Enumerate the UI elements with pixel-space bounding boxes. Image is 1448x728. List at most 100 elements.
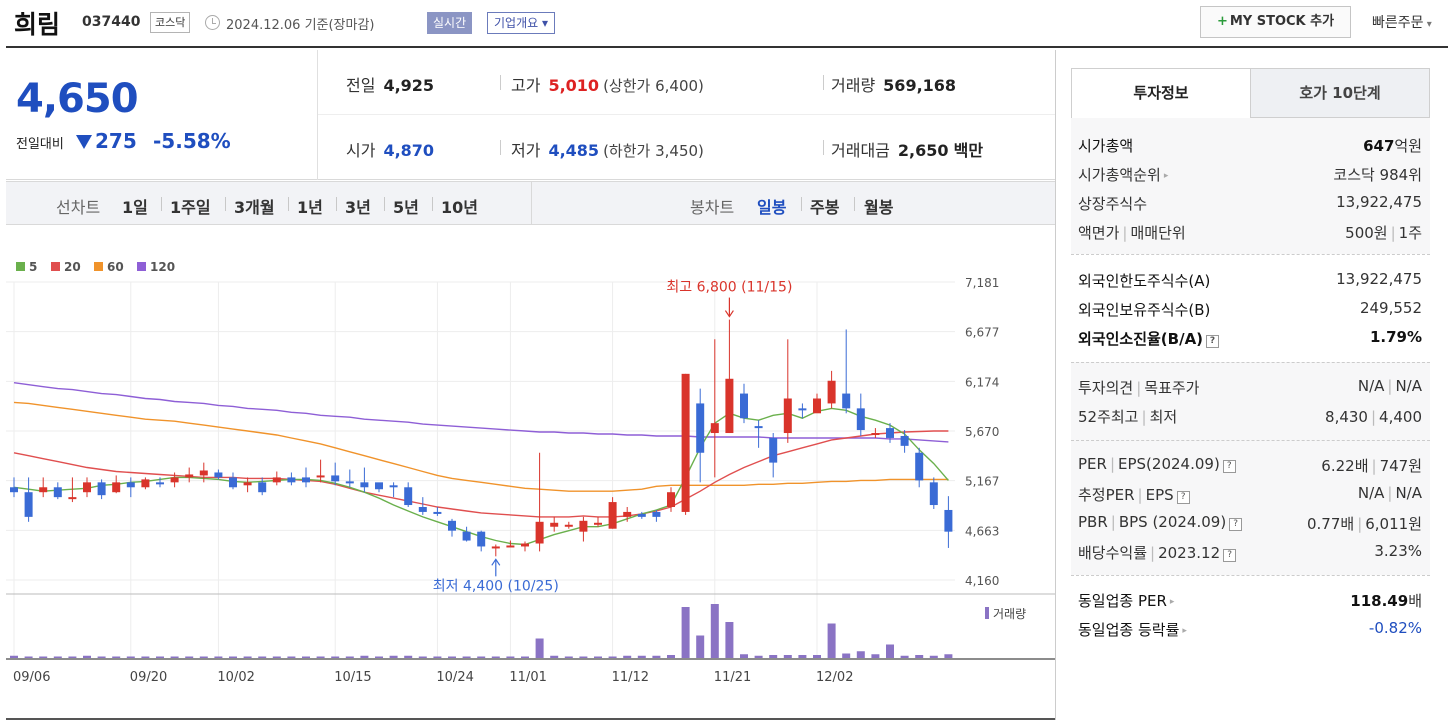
x-tick-label: 11/21 [714,670,751,685]
market-badge: 코스닥 [150,12,191,33]
period-5y[interactable]: 5년 [393,198,419,217]
candle-weekly[interactable]: 주봉 [810,198,840,217]
candle-body [564,524,573,527]
volume-bar [623,655,632,658]
volume-bar [535,638,544,658]
stock-name: 희림 [14,10,61,39]
candle-body [229,477,237,488]
candle-body [915,452,924,481]
foreign-ratio-label: 외국인소진율(B/A)? [1078,328,1220,349]
add-my-stock-button[interactable]: + MY STOCK 추가 [1200,6,1351,38]
prev-close: 전일 4,925 [346,72,434,96]
volume-bar [360,655,369,658]
period-1y[interactable]: 1년 [297,198,323,217]
realtime-button[interactable]: 실시간 [427,12,473,34]
period-1w[interactable]: 1주일 [170,198,211,217]
valuation-group [1071,440,1430,441]
y-tick-label: 7,181 [965,276,999,290]
divider [500,140,501,155]
chevron-right-icon: ▸ [1169,597,1175,607]
candle-body [126,482,135,488]
volume-bar [564,656,573,658]
industry-change-row[interactable]: 동일업종 등락률 ▸ -0.82% [1078,619,1422,643]
volume-bar [141,656,150,658]
stock-header: 희림 037440 코스닥 2024.12.06 기준(장마감) 실시간 기업개… [0,0,1448,46]
candle-body [185,474,194,478]
opinion-group [1071,362,1430,363]
period-1d[interactable]: 1일 [122,198,148,217]
volume-bar [652,655,661,658]
candle-body [506,545,515,548]
upper-limit: (상한가 6,400) [603,77,704,95]
week52-row: 52주최고 | 최저 8,430 | 4,400 [1078,406,1422,430]
ma60-line [13,401,949,492]
volume-bar [754,655,763,658]
volume-bar [97,656,106,658]
legend-swatch [16,262,25,271]
volume-bar [316,656,325,658]
base-date: 2024.12.06 기준(장마감) [226,18,375,33]
industry-per-unit: 배 [1408,592,1422,610]
foreign-ratio-number: 1.79% [1369,328,1422,346]
period-3m[interactable]: 3개월 [234,198,275,217]
high-annotation: 최고 6,800 (11/15) [666,280,792,296]
volume-bar [696,635,705,658]
volume-bar [579,656,588,658]
open-price: 시가 4,870 [346,137,434,161]
period-3y[interactable]: 3년 [345,198,371,217]
foreign-ratio-value: 1.79% [1370,328,1422,346]
x-tick-label: 09/20 [130,670,167,685]
industry-per-label: 동일업종 PER ▸ [1078,590,1174,611]
volume-bar [418,656,427,658]
industry-per-row[interactable]: 동일업종 PER ▸ 118.49배 [1078,590,1422,614]
candle-body [886,428,894,438]
help-icon[interactable]: ? [1176,491,1190,504]
opinion-number: N/A [1357,377,1385,395]
help-icon[interactable]: ? [1223,549,1237,562]
volume: 거래량 569,168 [831,72,956,96]
tab-order-book[interactable]: 호가 10단계 [1250,68,1430,118]
foreign-holdings-group [1071,254,1430,362]
candle-daily[interactable]: 일봉 [757,198,787,217]
industry-change-text: 동일업종 등락률 [1078,621,1180,639]
market-cap-rank-value: 코스닥 984위 [1333,166,1422,184]
foreign-ratio-row: 외국인소진율(B/A)? 1.79% [1078,328,1422,352]
change-value: 275 [95,129,137,153]
volume-bar [856,651,865,658]
help-icon[interactable]: ? [1206,335,1220,348]
divider [823,140,824,155]
volume-bar [886,644,894,658]
volume-bar [710,604,719,658]
candle-monthly[interactable]: 월봉 [864,198,894,217]
est-per-row: 추정PER | EPS? N/A | N/A [1078,484,1422,508]
plus-icon: + [1216,14,1228,29]
volume-bar [331,656,340,658]
stock-code: 037440 [82,14,141,30]
down-triangle-icon [76,135,92,149]
help-icon[interactable]: ? [1222,460,1236,473]
header-divider [6,46,1448,48]
candle-body [156,482,164,485]
industry-per-text: 동일업종 PER [1078,592,1167,610]
company-profile-dropdown[interactable]: 기업개요 ▾ [487,12,556,34]
period-10y[interactable]: 10년 [441,198,478,217]
quick-order-dropdown[interactable]: 빠른주문 ▾ [1372,12,1432,32]
help-icon[interactable]: ? [1229,518,1243,531]
foreign-held-row: 외국인보유주식수(B) 249,552 [1078,299,1422,323]
clock-icon [205,15,220,30]
candle-body [360,482,369,488]
per-value: 6.22배 | 747원 [1321,457,1422,475]
market-cap-rank-row[interactable]: 시가총액순위 ▸ 코스닥 984위 [1078,164,1422,188]
volume-bar [798,655,807,658]
divider [531,182,532,224]
low-arrowhead [491,558,501,566]
volume-value: 569,168 [883,76,957,95]
tab-investment-info[interactable]: 투자정보 [1071,68,1251,118]
par-value-text: 액면가 [1078,224,1120,242]
per-row: PER | EPS(2024.09)? 6.22배 | 747원 [1078,455,1422,479]
divider [384,197,385,211]
industry-change-label: 동일업종 등락률 ▸ [1078,619,1187,640]
volume-bar [68,656,77,658]
y-tick-label: 5,167 [965,475,999,489]
legend-label: 5 [29,260,37,274]
